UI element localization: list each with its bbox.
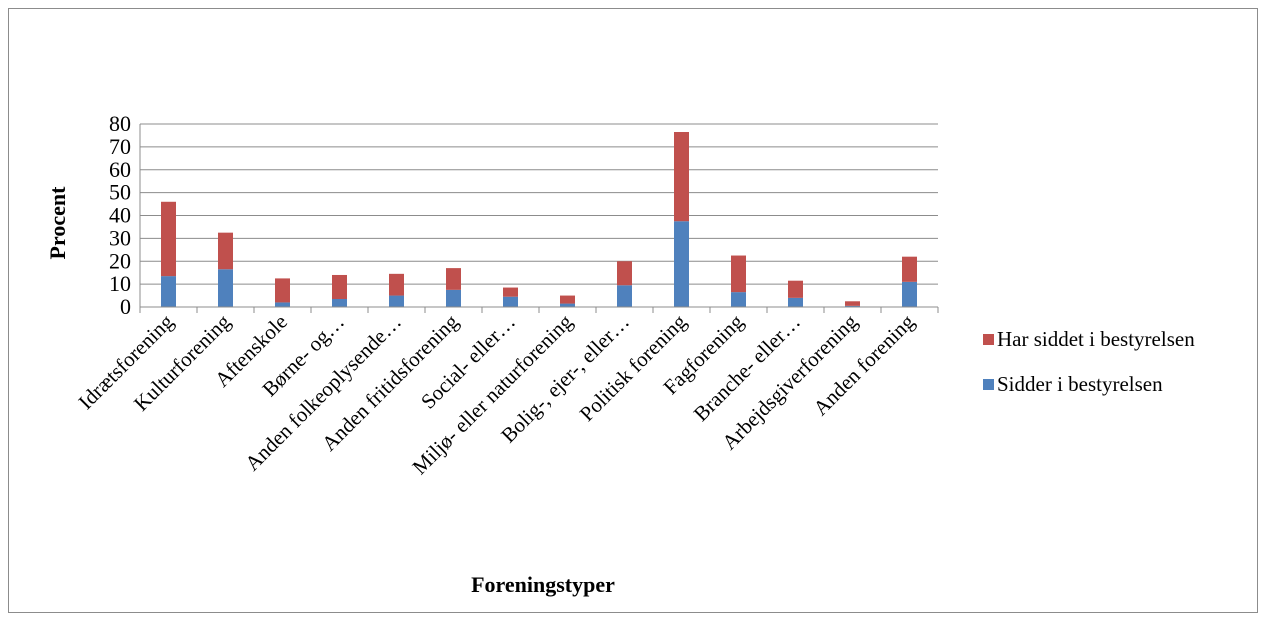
bar-segment xyxy=(332,298,347,307)
legend-swatch xyxy=(983,379,994,390)
chart-frame: 0 10 20 30 40 50 60 70 80 Idrætsforening Kulturfo… xyxy=(8,8,1258,613)
legend-label: Har siddet i bestyrelsen xyxy=(997,327,1195,351)
bar-segment xyxy=(731,292,746,307)
bar-segment xyxy=(902,256,917,282)
bar-segment xyxy=(674,132,689,222)
bar-segment xyxy=(845,305,860,307)
bar-segment xyxy=(332,274,347,299)
y-tick-label: 20 xyxy=(109,248,131,273)
x-axis-title: Foreningstyper xyxy=(471,572,615,597)
bar-segment xyxy=(560,295,575,304)
bar-segment xyxy=(275,278,290,303)
bar-segment xyxy=(161,276,176,307)
bar-segment xyxy=(731,255,746,293)
y-tick-label: 0 xyxy=(120,294,131,319)
legend: Har siddet i bestyrelsen Sidder i bestyre… xyxy=(983,327,1195,396)
bar-segment xyxy=(788,297,803,307)
y-tick-label: 50 xyxy=(109,180,131,205)
legend-swatch xyxy=(983,334,994,345)
bar-segment xyxy=(617,285,632,307)
x-tick-label: Anden forening xyxy=(808,309,919,420)
y-tick-label: 80 xyxy=(109,111,131,136)
bar-segment xyxy=(275,302,290,307)
legend-label: Sidder i bestyrelsen xyxy=(997,372,1163,396)
bar-segment xyxy=(788,280,803,298)
bars xyxy=(161,132,917,307)
gridlines xyxy=(140,123,938,285)
bar-segment xyxy=(503,296,518,307)
bar-segment xyxy=(218,232,233,270)
y-tick-label: 10 xyxy=(109,271,131,296)
bar-segment xyxy=(617,261,632,286)
axes xyxy=(139,124,939,313)
y-tick-label: 30 xyxy=(109,225,131,250)
bar-segment xyxy=(845,301,860,306)
bar-segment xyxy=(389,295,404,307)
bar-segment xyxy=(503,287,518,297)
bar-segment xyxy=(674,221,689,307)
x-tick-labels: IdrætsforeningKulturforeningAftenskoleBø… xyxy=(74,309,920,479)
bar-segment xyxy=(446,289,461,307)
y-tick-label: 60 xyxy=(109,157,131,182)
bar-segment xyxy=(902,281,917,307)
bar-segment xyxy=(446,268,461,290)
y-axis-title: Procent xyxy=(45,186,70,260)
bar-segment xyxy=(560,303,575,307)
y-tick-label: 70 xyxy=(109,134,131,159)
bar-segment xyxy=(161,201,176,277)
bar-segment xyxy=(218,269,233,307)
y-tick-label: 40 xyxy=(109,203,131,228)
bar-segment xyxy=(389,273,404,296)
